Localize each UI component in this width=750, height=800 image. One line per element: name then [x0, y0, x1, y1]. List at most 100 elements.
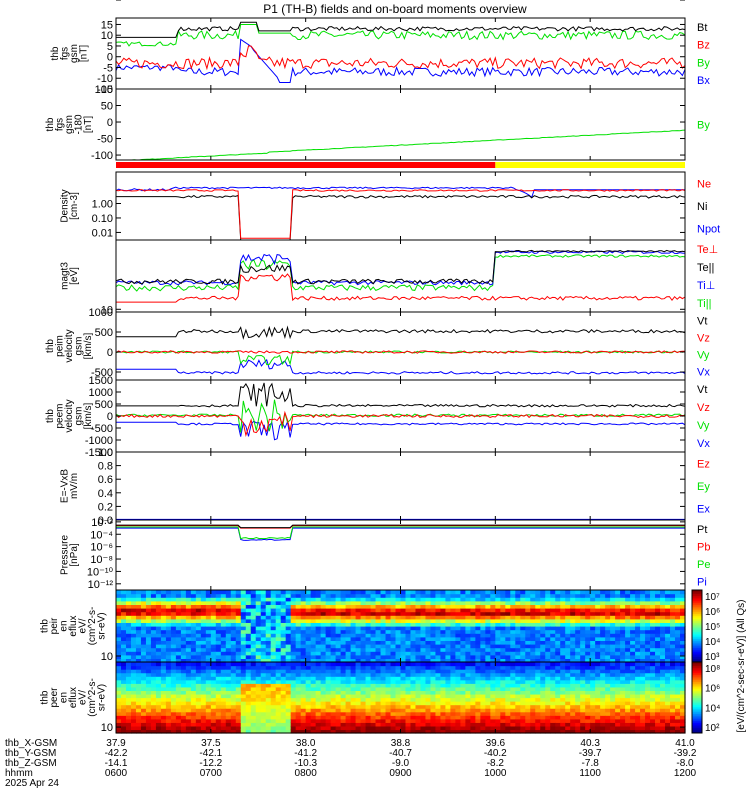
- heatmap-cell: [235, 715, 242, 720]
- heatmap-cell: [615, 662, 621, 667]
- heatmap-cell: [260, 611, 267, 616]
- heatmap-cell: [210, 697, 217, 702]
- heatmap-cell: [280, 690, 287, 695]
- heatmap-cell: [650, 697, 656, 702]
- heatmap-cell: [540, 704, 546, 709]
- y-tick-label: 500: [95, 399, 113, 411]
- heatmap-cell: [630, 654, 636, 659]
- heatmap-cell: [150, 669, 157, 674]
- heatmap-cell: [510, 618, 516, 623]
- panel-density: 0.010.101.0010.00100.00Density[cm-3]NeNi…: [59, 0, 720, 241]
- heatmap-cell: [600, 701, 606, 706]
- heatmap-cell: [595, 662, 601, 667]
- heatmap-cell: [305, 693, 312, 699]
- heatmap-cell: [315, 711, 322, 716]
- heatmap-cell: [285, 644, 292, 649]
- heatmap-cell: [480, 708, 486, 713]
- heatmap-cell: [445, 704, 452, 709]
- heatmap-cell: [540, 608, 546, 613]
- heatmap-cell: [670, 600, 676, 605]
- heatmap-cell: [410, 597, 417, 602]
- heatmap-cell: [170, 679, 177, 684]
- heatmap-cell: [180, 590, 187, 595]
- heatmap-cell: [350, 665, 357, 670]
- heatmap-cell: [490, 729, 496, 734]
- heatmap-cell: [570, 593, 576, 598]
- heatmap-cell: [610, 654, 616, 659]
- heatmap-cell: [625, 701, 631, 706]
- heatmap-cell: [140, 593, 147, 598]
- heatmap-cell: [116, 676, 122, 681]
- heatmap-cell: [425, 697, 432, 702]
- heatmap-cell: [315, 629, 322, 634]
- heatmap-cell: [335, 647, 342, 652]
- heatmap-cell: [230, 622, 237, 627]
- heatmap-cell: [425, 679, 432, 684]
- heatmap-cell: [120, 604, 127, 609]
- heatmap-cell: [580, 590, 586, 595]
- heatmap-cell: [280, 715, 287, 720]
- heatmap-cell: [635, 597, 641, 602]
- heatmap-cell: [665, 690, 671, 695]
- heatmap-cell: [305, 629, 312, 634]
- heatmap-cell: [415, 693, 422, 699]
- heatmap-cell: [400, 658, 407, 663]
- heatmap-cell: [665, 708, 671, 713]
- heatmap-cell: [530, 690, 536, 695]
- y-axis-label: thb: [40, 619, 51, 633]
- heatmap-cell: [315, 626, 322, 631]
- heatmap-cell: [495, 644, 501, 649]
- heatmap-cell: [425, 665, 432, 670]
- heatmap-cell: [590, 658, 596, 663]
- heatmap-cell: [465, 658, 471, 663]
- heatmap-cell: [540, 615, 546, 620]
- heatmap-cell: [445, 633, 452, 638]
- heatmap-cell: [520, 697, 526, 702]
- heatmap-cell: [445, 679, 452, 684]
- heatmap-cell: [310, 604, 317, 609]
- heatmap-cell: [655, 611, 661, 616]
- heatmap-cell: [140, 722, 147, 727]
- heatmap-cell: [680, 704, 686, 709]
- heatmap-cell: [295, 593, 302, 598]
- heatmap-cell: [380, 658, 387, 663]
- heatmap-cell: [210, 633, 217, 638]
- heatmap-cell: [330, 636, 337, 641]
- heatmap-cell: [385, 676, 392, 681]
- heatmap-cell: [655, 686, 661, 691]
- series-temp-0: [116, 273, 686, 303]
- colorbar-cell: [692, 636, 702, 640]
- heatmap-cell: [415, 665, 422, 670]
- heatmap-cell: [580, 715, 586, 720]
- heatmap-cell: [480, 729, 486, 734]
- heatmap-cell: [475, 647, 481, 652]
- heatmap-cell: [170, 676, 177, 681]
- heatmap-cell: [605, 644, 611, 649]
- heatmap-cell: [275, 690, 282, 695]
- heatmap-cell: [325, 658, 332, 663]
- heatmap-cell: [285, 686, 292, 691]
- heatmap-cell: [665, 662, 671, 667]
- legend-entry: Vx: [697, 367, 710, 379]
- heatmap-cell: [280, 615, 287, 620]
- heatmap-cell: [270, 676, 277, 681]
- heatmap-cell: [570, 644, 576, 649]
- heatmap-cell: [175, 665, 182, 670]
- heatmap-cell: [570, 608, 576, 613]
- heatmap-cell: [500, 679, 506, 684]
- heatmap-cell: [325, 604, 332, 609]
- heatmap-cell: [445, 651, 452, 656]
- heatmap-cell: [530, 669, 536, 674]
- heatmap-cell: [235, 647, 242, 652]
- heatmap-cell: [590, 618, 596, 623]
- heatmap-cell: [160, 725, 167, 731]
- heatmap-cell: [505, 633, 511, 638]
- heatmap-cell: [375, 669, 382, 674]
- heatmap-cell: [635, 629, 641, 634]
- heatmap-cell: [630, 711, 636, 716]
- heatmap-cell: [670, 722, 676, 727]
- heatmap-cell: [620, 722, 626, 727]
- heatmap-cell: [225, 715, 232, 720]
- heatmap-cell: [585, 618, 591, 623]
- heatmap-cell: [175, 618, 182, 623]
